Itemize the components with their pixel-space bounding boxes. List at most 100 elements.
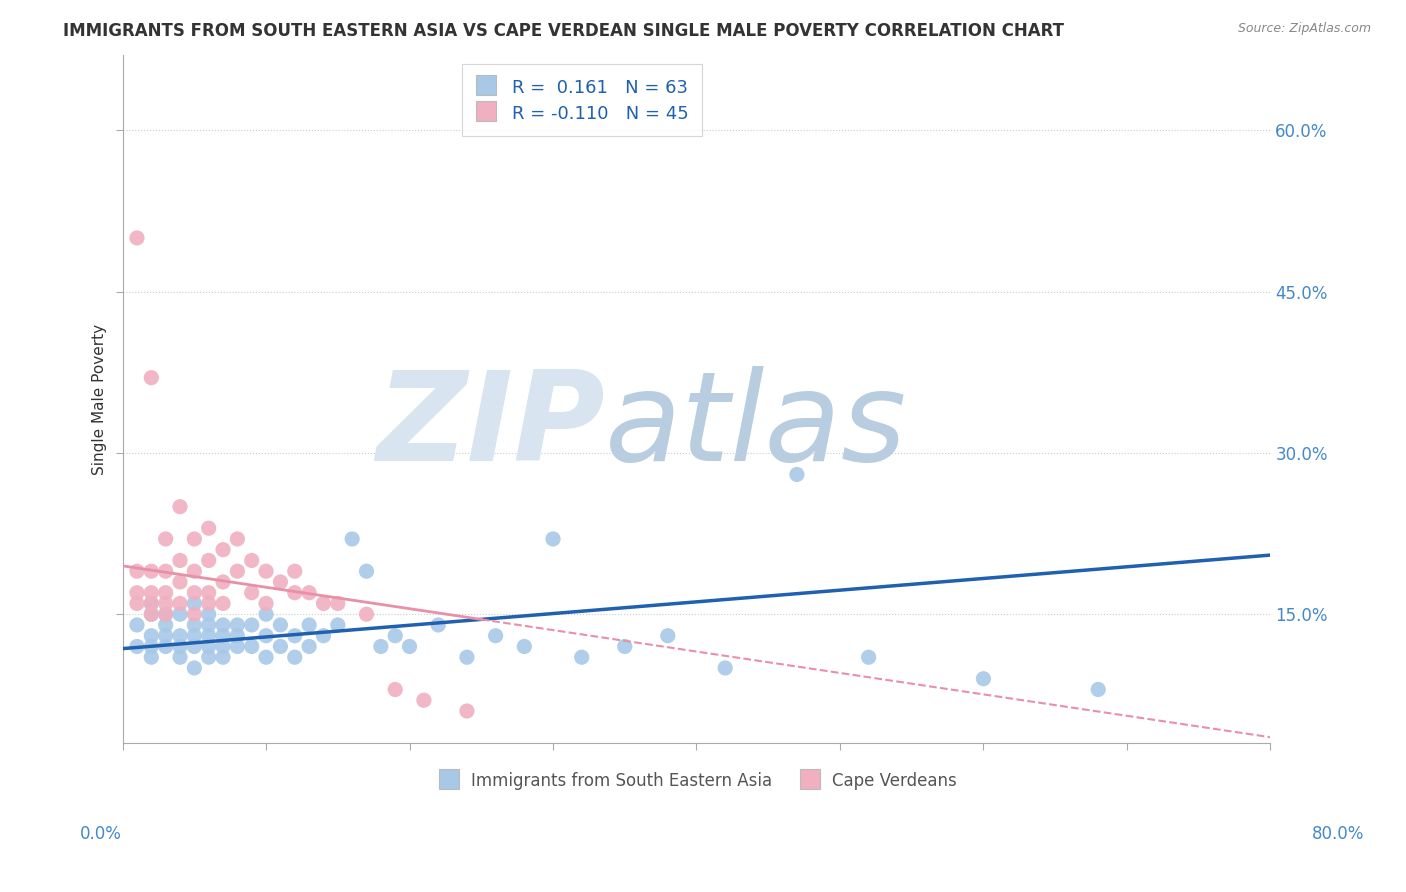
Point (169, 574, 191, 589)
Point (169, 597, 191, 611)
Point (485, 629, 508, 643)
Point (398, 640, 420, 654)
Point (125, 640, 148, 654)
Point (384, 629, 406, 643)
Point (141, 597, 163, 611)
Point (183, 661, 205, 675)
Point (169, 500, 191, 514)
Legend: Immigrants from South Eastern Asia, Cape Verdeans: Immigrants from South Eastern Asia, Cape… (429, 764, 963, 797)
Text: Source: ZipAtlas.com: Source: ZipAtlas.com (1237, 22, 1371, 36)
Point (197, 597, 219, 611)
Point (212, 542, 235, 557)
Point (254, 629, 277, 643)
Point (427, 618, 450, 632)
Point (169, 650, 191, 665)
Point (155, 597, 177, 611)
Point (541, 532, 564, 546)
Point (155, 607, 177, 622)
Point (226, 532, 249, 546)
Point (212, 640, 235, 654)
Point (141, 650, 163, 665)
Point (141, 607, 163, 622)
Point (155, 585, 177, 599)
Point (786, 467, 808, 482)
Point (197, 650, 219, 665)
Point (714, 661, 737, 675)
Point (657, 629, 679, 643)
Point (141, 370, 163, 384)
Text: ZIP: ZIP (375, 367, 605, 487)
Point (356, 564, 378, 578)
Point (155, 640, 177, 654)
Point (212, 597, 235, 611)
Point (169, 629, 191, 643)
Point (284, 564, 307, 578)
Point (226, 618, 249, 632)
Point (269, 618, 291, 632)
Point (254, 597, 277, 611)
Point (1087, 682, 1109, 697)
Point (254, 650, 277, 665)
Point (197, 585, 219, 599)
Point (183, 532, 205, 546)
Point (197, 553, 219, 567)
Point (141, 585, 163, 599)
Point (183, 585, 205, 599)
Point (240, 640, 263, 654)
Point (972, 672, 994, 686)
Point (284, 650, 307, 665)
Point (240, 618, 263, 632)
Text: 80.0%: 80.0% (1312, 825, 1365, 843)
Point (240, 585, 263, 599)
Text: atlas: atlas (605, 367, 907, 487)
Point (312, 629, 335, 643)
Point (212, 629, 235, 643)
Point (125, 231, 148, 245)
Point (197, 521, 219, 535)
Point (141, 564, 163, 578)
Point (141, 640, 163, 654)
Point (183, 640, 205, 654)
Point (226, 640, 249, 654)
Point (183, 564, 205, 578)
Point (141, 607, 163, 622)
Point (412, 693, 434, 707)
Point (226, 629, 249, 643)
Point (169, 553, 191, 567)
Point (155, 607, 177, 622)
Point (155, 629, 177, 643)
Point (571, 650, 593, 665)
Point (384, 682, 406, 697)
Point (326, 618, 349, 632)
Point (155, 564, 177, 578)
Point (212, 618, 235, 632)
Point (858, 650, 880, 665)
Point (240, 553, 263, 567)
Point (169, 607, 191, 622)
Point (197, 618, 219, 632)
Point (212, 574, 235, 589)
Point (197, 640, 219, 654)
Point (340, 532, 363, 546)
Point (312, 597, 335, 611)
Point (284, 585, 307, 599)
Point (513, 640, 536, 654)
Point (197, 629, 219, 643)
Text: IMMIGRANTS FROM SOUTH EASTERN ASIA VS CAPE VERDEAN SINGLE MALE POVERTY CORRELATI: IMMIGRANTS FROM SOUTH EASTERN ASIA VS CA… (63, 22, 1064, 40)
Point (125, 585, 148, 599)
Point (326, 597, 349, 611)
Point (169, 640, 191, 654)
Point (197, 607, 219, 622)
Point (284, 629, 307, 643)
Point (125, 597, 148, 611)
Point (613, 640, 636, 654)
Point (456, 704, 478, 718)
Point (269, 574, 291, 589)
Y-axis label: Single Male Poverty: Single Male Poverty (93, 324, 107, 475)
Point (356, 607, 378, 622)
Point (298, 640, 321, 654)
Point (125, 618, 148, 632)
Point (269, 640, 291, 654)
Text: 0.0%: 0.0% (80, 825, 122, 843)
Point (298, 585, 321, 599)
